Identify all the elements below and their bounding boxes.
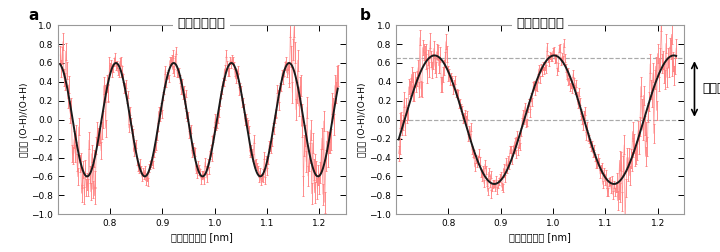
X-axis label: 中性子の波長 [nm]: 中性子の波長 [nm]: [509, 232, 571, 242]
Y-axis label: 強度比 (O-H)/(O+H): 強度比 (O-H)/(O+H): [19, 82, 28, 157]
Title: 測定試料なし: 測定試料なし: [178, 17, 225, 29]
Title: 測定試料あり: 測定試料あり: [516, 17, 564, 29]
Text: a: a: [29, 8, 39, 23]
Text: b: b: [360, 8, 371, 23]
Text: 可視性: 可視性: [702, 82, 720, 96]
X-axis label: 中性子の波長 [nm]: 中性子の波長 [nm]: [171, 232, 233, 242]
Y-axis label: 強度比 (O-H)/(O+H): 強度比 (O-H)/(O+H): [358, 82, 366, 157]
